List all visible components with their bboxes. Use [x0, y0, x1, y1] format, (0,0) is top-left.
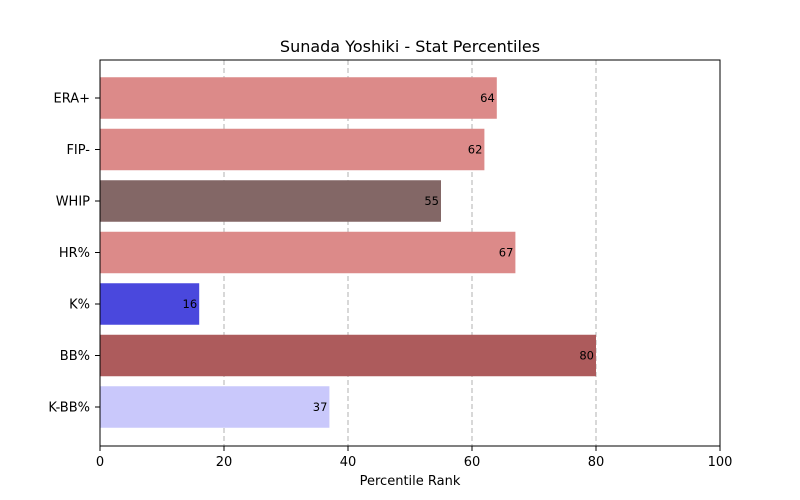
bar-value-label: 67	[499, 246, 514, 260]
bar	[100, 77, 497, 119]
x-tick-label: 0	[96, 455, 104, 470]
y-tick-label: K-BB%	[48, 401, 90, 416]
y-tick-label: FIP-	[66, 143, 90, 158]
bar-value-labels: 64 62 55 67 16 80 37	[183, 91, 594, 414]
chart-title: Sunada Yoshiki - Stat Percentiles	[280, 37, 540, 56]
bar	[100, 283, 200, 325]
y-tick-label: WHIP	[56, 195, 90, 210]
x-tick-label: 20	[216, 455, 233, 470]
y-axis-ticks: ERA+ FIP- WHIP HR% K% BB% K-BB%	[48, 92, 100, 416]
x-tick-label: 40	[340, 455, 357, 470]
x-tick-label: 100	[708, 455, 733, 470]
y-tick-label: BB%	[60, 349, 90, 364]
bar-value-label: 37	[313, 400, 328, 414]
bar	[100, 128, 485, 171]
bar	[100, 231, 516, 274]
x-tick-label: 60	[464, 455, 481, 470]
bar	[100, 334, 596, 377]
x-axis-ticks: 0 20 40 60 80 100	[96, 446, 733, 470]
bar-value-label: 16	[183, 297, 198, 311]
y-tick-label: K%	[69, 298, 90, 313]
x-axis-label: Percentile Rank	[360, 474, 461, 489]
y-tick-label: ERA+	[53, 92, 90, 107]
y-tick-label: HR%	[59, 246, 90, 261]
bar	[100, 386, 330, 428]
bar-value-label: 55	[424, 194, 439, 208]
bar-value-label: 64	[480, 91, 495, 105]
bar-value-label: 80	[579, 349, 594, 363]
bar-value-label: 62	[468, 143, 483, 157]
x-tick-label: 80	[588, 455, 605, 470]
bar	[100, 180, 441, 222]
bars	[100, 77, 596, 428]
